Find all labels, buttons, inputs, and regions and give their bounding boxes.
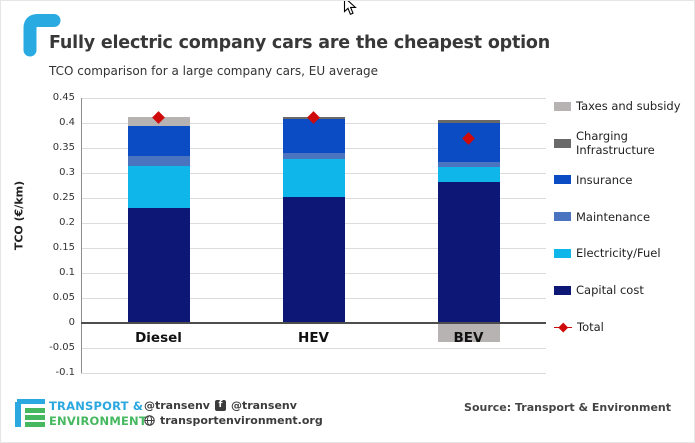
y-tick-label: 0.35 (52, 142, 75, 153)
te-logo-e-bar1 (25, 408, 45, 413)
y-tick-label: -0.05 (49, 342, 75, 353)
y-tick-label: -0.1 (55, 367, 75, 378)
te-logo-t-stem (15, 402, 21, 427)
legend-swatch-taxes-and-subsidy (554, 101, 571, 111)
legend-item-insurance: Insurance (554, 162, 688, 199)
legend-label-total: Total (577, 319, 604, 334)
y-axis-spine (81, 98, 82, 373)
source-attribution: Source: Transport & Environment (464, 401, 671, 414)
bar-segment-taxes-and-subsidy-bev (437, 323, 500, 342)
page-subtitle: TCO comparison for a large company cars,… (49, 64, 379, 78)
total-marker-diamond (558, 322, 568, 332)
legend-item-charging-infrastructure: Charging Infrastructure (554, 125, 688, 162)
legend-item-capital-cost: Capital cost (554, 272, 688, 309)
social-links: @transenv f @transenv transportenvironme… (144, 398, 323, 428)
chart-legend: Taxes and subsidy Charging Infrastructure… (554, 88, 688, 346)
plot-area: 0.45 0.4 0.35 0.3 0.25 0.2 0.15 0.1 0.05 0 -0.05 -0… (49, 92, 546, 378)
globe-icon (144, 414, 155, 426)
bar-segment-charging-infrastructure-bev (437, 120, 500, 123)
facebook-icon: f (214, 399, 226, 411)
y-tick-label: 0.4 (59, 117, 75, 128)
bar-segment-insurance-hev (282, 119, 345, 153)
legend-swatch-insurance (554, 175, 571, 185)
bar-segment-capital-cost-diesel (127, 208, 190, 323)
brand-line-1: TRANSPORT & (49, 399, 144, 413)
legend-label-maintenance: Maintenance (576, 209, 651, 224)
y-tick-label: 0.05 (52, 292, 75, 303)
bar-segment-electricity-fuel-hev (282, 159, 345, 197)
te-logo-icon (15, 399, 45, 427)
zero-axis-line (81, 322, 546, 324)
gridline (81, 373, 546, 374)
y-tick-label: 0.25 (52, 192, 75, 203)
bar-segment-maintenance-hev (282, 153, 345, 159)
bar-segment-electricity-fuel-bev (437, 166, 500, 182)
y-axis-label: TCO (€/km) (12, 180, 26, 251)
facebook-handle[interactable]: @transenv (230, 398, 297, 412)
category-label-hev: HEV (298, 330, 329, 346)
legend-label-taxes-and-subsidy: Taxes and subsidy (576, 99, 681, 114)
legend-swatch-capital-cost (554, 285, 571, 295)
mouse-cursor (343, 1, 357, 16)
gridline (81, 98, 546, 99)
bar-segment-insurance-diesel (127, 125, 190, 156)
twitter-handle[interactable]: @transenv (144, 398, 210, 412)
y-tick-label: 0.3 (59, 167, 75, 178)
legend-swatch-electricity-fuel (554, 249, 571, 259)
y-tick-label: 0 (68, 317, 75, 328)
y-tick-label: 0.45 (52, 92, 75, 103)
legend-item-total: Total (554, 309, 688, 346)
gridline (81, 348, 546, 349)
footer: TRANSPORT & ENVIRONMENT @transenv f @tra… (1, 391, 694, 442)
bar-segment-maintenance-bev (437, 161, 500, 167)
legend-swatch-maintenance (554, 212, 571, 222)
legend-label-capital-cost: Capital cost (576, 283, 644, 298)
page-title: Fully electric company cars are the chea… (49, 33, 551, 53)
brand-corner-icon (23, 14, 61, 57)
te-logo-e-bar2 (25, 415, 45, 420)
legend-label-insurance: Insurance (576, 172, 633, 187)
legend-item-maintenance: Maintenance (554, 198, 688, 235)
bar-segment-electricity-fuel-diesel (127, 165, 190, 208)
legend-item-electricity-fuel: Electricity/Fuel (554, 235, 688, 272)
te-logo-wordmark: TRANSPORT & ENVIRONMENT (49, 399, 147, 428)
legend-item-taxes-and-subsidy: Taxes and subsidy (554, 88, 688, 125)
legend-label-electricity-fuel: Electricity/Fuel (576, 246, 661, 261)
y-tick-label: 0.2 (59, 217, 75, 228)
website-link[interactable]: transportenvironment.org (160, 413, 323, 427)
total-legend-marker-icon (554, 322, 572, 332)
y-tick-label: 0.1 (59, 267, 75, 278)
te-logo-t-bar (17, 399, 45, 404)
legend-label-charging-infrastructure: Charging Infrastructure (576, 128, 655, 158)
bar-segment-capital-cost-hev (282, 196, 345, 323)
bar-segment-capital-cost-bev (437, 181, 500, 323)
te-logo-e-bar3 (25, 422, 45, 427)
bar-segment-maintenance-diesel (127, 155, 190, 166)
brand-line-2: ENVIRONMENT (49, 414, 147, 428)
category-label-diesel: Diesel (135, 330, 182, 346)
legend-swatch-charging-infrastructure (554, 138, 571, 148)
category-label-bev: BEV (453, 330, 484, 346)
y-tick-label: 0.15 (52, 242, 75, 253)
